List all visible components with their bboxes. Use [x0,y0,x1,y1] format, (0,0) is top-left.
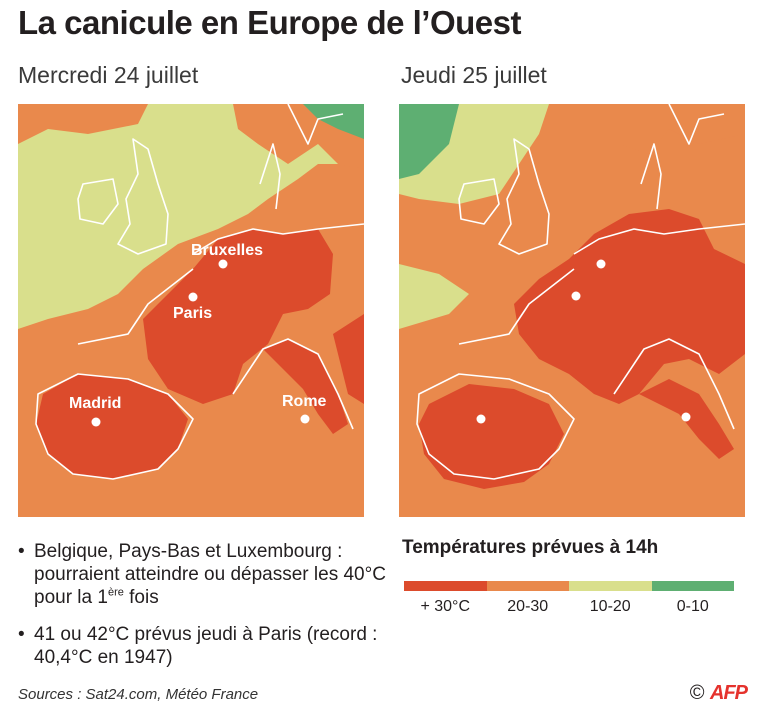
city-label-madrid: Madrid [69,395,121,412]
legend-scale [404,581,734,591]
legend-label-30-plus: + 30°C [420,598,471,615]
legend-swatch-20-30 [486,581,569,591]
bullet-item: • 41 ou 42°C prévus jeudi à Paris (recor… [16,623,386,669]
city-dot-bruxelles [596,259,606,269]
bullet-text: Belgique, Pays-Bas et Luxembourg : pourr… [34,541,386,608]
legend-labels: + 30°C 20-30 10-20 0-10 [404,598,734,616]
copyright-icon: © [689,682,705,704]
zone-30-plus-balkans [333,314,364,404]
zone-30-plus-france [143,229,333,404]
map-date-left: Mercredi 24 juillet [18,62,199,88]
map-thursday-svg [399,104,745,517]
bullet-sup: ère [107,586,124,599]
zone-0-10 [399,104,459,179]
legend-label-10-20: 10-20 [589,598,631,615]
bullet-list: • Belgique, Pays-Bas et Luxembourg : pou… [16,540,386,683]
city-dot-paris [188,292,198,302]
zone-30-plus-central [514,209,745,404]
legend-swatch-0-10 [651,581,734,591]
bullet-dot-icon: • [18,541,25,562]
legend-label-20-30: 20-30 [507,598,549,615]
map-date-right: Jeudi 25 juillet [401,62,547,88]
page-title: La canicule en Europe de l’Ouest [18,4,521,41]
map-wednesday-svg: Bruxelles Paris Madrid Rome [18,104,364,517]
legend-label-0-10: 0-10 [676,598,709,615]
city-dot-rome [681,412,691,422]
city-label-bruxelles: Bruxelles [191,242,263,259]
zone-20-30-north [579,104,745,154]
city-label-paris: Paris [173,305,212,322]
legend-swatch-30-plus [404,581,487,591]
city-dot-bruxelles [218,259,228,269]
bullet-dot-icon: • [18,624,25,645]
bullet-tail: fois [123,587,159,608]
zone-30-plus-iberia [419,384,564,489]
bullet-item: • Belgique, Pays-Bas et Luxembourg : pou… [16,540,386,609]
map-thursday [399,104,745,517]
zone-10-20-atlantic [399,264,469,329]
city-dot-paris [571,291,581,301]
legend-swatch-10-20 [569,581,652,591]
bullet-text: 41 ou 42°C prévus jeudi à Paris (record … [34,624,378,668]
zone-30-plus-italy [263,339,348,434]
city-dot-madrid [476,414,486,424]
afp-logo: AFP [710,682,748,704]
zone-0-10 [303,104,364,139]
map-coastlines [35,104,364,480]
afp-credit: © AFP [689,682,748,705]
city-dot-madrid [91,417,101,427]
city-label-rome: Rome [282,393,327,410]
zone-30-plus-iberia [36,374,188,479]
zone-20-30-north [18,104,148,144]
map-wednesday: Bruxelles Paris Madrid Rome [18,104,364,517]
city-dot-rome [300,414,310,424]
legend-title: Températures prévues à 14h [402,537,659,558]
map-coastlines [416,104,745,480]
sources-note: Sources : Sat24.com, Météo France [18,686,259,703]
